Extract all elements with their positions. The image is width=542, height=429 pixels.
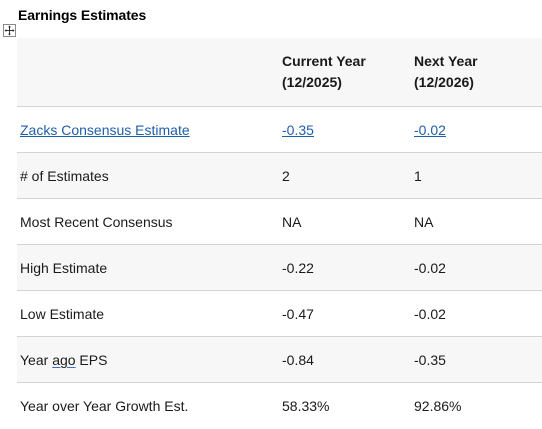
row-label-cell: Year ago EPS bbox=[17, 336, 279, 383]
row-label: # of Estimates bbox=[17, 152, 279, 199]
table-move-handle-icon[interactable] bbox=[3, 24, 16, 37]
current-year-value: NA bbox=[279, 198, 411, 245]
current-year-value: 58.33% bbox=[279, 382, 411, 428]
next-year-value: -0.35 bbox=[411, 336, 542, 383]
table-row-consensus-estimate: Zacks Consensus Estimate -0.35 -0.02 bbox=[17, 106, 542, 153]
next-year-value: 92.86% bbox=[411, 382, 542, 428]
table-row-year-ago-eps: Year ago EPS -0.84 -0.35 bbox=[17, 336, 542, 383]
current-year-label: Current Year bbox=[282, 53, 366, 69]
next-year-value: -0.02 bbox=[411, 290, 542, 337]
next-year-value: 1 bbox=[411, 152, 542, 199]
current-year-value: -0.22 bbox=[279, 244, 411, 291]
next-year-value: NA bbox=[411, 198, 542, 245]
earnings-estimates-table: Current Year (12/2025) Next Year (12/202… bbox=[17, 38, 542, 428]
row-label-part: Year bbox=[20, 351, 53, 368]
next-year-label: Next Year bbox=[414, 53, 478, 69]
row-label: Low Estimate bbox=[17, 290, 279, 337]
consensus-next-year-link[interactable]: -0.02 bbox=[414, 121, 446, 138]
next-year-value: -0.02 bbox=[411, 244, 542, 291]
table-row-yoy-growth: Year over Year Growth Est. 58.33% 92.86% bbox=[17, 382, 542, 428]
current-year-cell: -0.35 bbox=[279, 106, 411, 153]
row-label-cell: Zacks Consensus Estimate bbox=[17, 106, 279, 153]
section-heading: Earnings Estimates bbox=[18, 7, 147, 23]
row-label: Most Recent Consensus bbox=[17, 198, 279, 245]
table-row-most-recent-consensus: Most Recent Consensus NA NA bbox=[17, 198, 542, 245]
header-empty-cell bbox=[17, 38, 279, 107]
header-next-year: Next Year (12/2026) bbox=[411, 38, 542, 107]
table-header-row: Current Year (12/2025) Next Year (12/202… bbox=[17, 38, 542, 107]
row-label-part-underlined: ago bbox=[52, 351, 76, 368]
table-row-number-of-estimates: # of Estimates 2 1 bbox=[17, 152, 542, 199]
header-current-year: Current Year (12/2025) bbox=[279, 38, 411, 107]
row-label-part: EPS bbox=[75, 351, 108, 368]
current-year-value: 2 bbox=[279, 152, 411, 199]
row-label: High Estimate bbox=[17, 244, 279, 291]
next-year-period: (12/2026) bbox=[414, 74, 474, 90]
table-row-high-estimate: High Estimate -0.22 -0.02 bbox=[17, 244, 542, 291]
consensus-estimate-link[interactable]: Zacks Consensus Estimate bbox=[20, 121, 190, 138]
current-year-value: -0.84 bbox=[279, 336, 411, 383]
consensus-current-year-link[interactable]: -0.35 bbox=[282, 121, 314, 138]
row-label: Year over Year Growth Est. bbox=[17, 382, 279, 428]
current-year-value: -0.47 bbox=[279, 290, 411, 337]
current-year-period: (12/2025) bbox=[282, 74, 342, 90]
table-row-low-estimate: Low Estimate -0.47 -0.02 bbox=[17, 290, 542, 337]
next-year-cell: -0.02 bbox=[411, 106, 542, 153]
